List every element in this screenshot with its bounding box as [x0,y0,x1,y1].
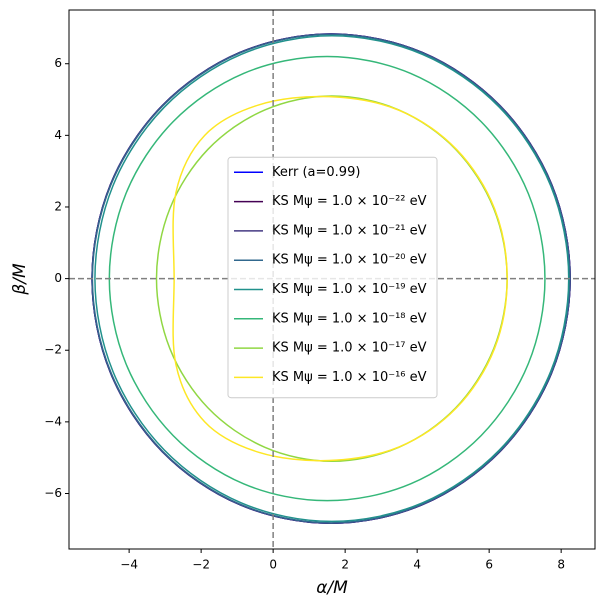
plot-area [69,10,595,549]
series-line [172,95,508,462]
x-tick-label: 2 [341,558,349,572]
x-tick-label: 0 [269,558,277,572]
y-tick-label: 6 [54,56,62,70]
plot-frame [68,9,596,550]
y-tick-label: −2 [44,343,62,357]
legend-label: KS Mψ = 1.0 × 10⁻¹⁶ eV [272,370,427,385]
legend-label: KS Mψ = 1.0 × 10⁻¹⁸ eV [272,311,427,326]
legend-label: KS Mψ = 1.0 × 10⁻²² eV [272,194,427,209]
legend-label: KS Mψ = 1.0 × 10⁻¹⁷ eV [272,341,427,356]
x-tick-label: 6 [485,558,493,572]
x-tick-label: −4 [120,558,138,572]
x-axis-label: α/M [316,578,348,598]
legend-box [227,156,438,399]
y-tick-label: 2 [54,199,62,213]
y-tick-label: −4 [44,414,62,428]
x-tick-label: 8 [557,558,565,572]
x-tick-label: −2 [192,558,210,572]
legend-label: Kerr (a=0.99) [272,165,360,180]
legend-label: KS Mψ = 1.0 × 10⁻¹⁹ eV [272,282,427,297]
legend-label: KS Mψ = 1.0 × 10⁻²¹ eV [272,223,427,238]
y-tick-label: −6 [44,486,62,500]
x-tick-label: 4 [413,558,421,572]
legend-label: KS Mψ = 1.0 × 10⁻²⁰ eV [272,253,427,268]
y-tick-label: 4 [54,128,62,142]
y-tick-label: 0 [54,271,62,285]
y-axis-label: β/M [10,263,30,296]
series-line [94,35,570,523]
